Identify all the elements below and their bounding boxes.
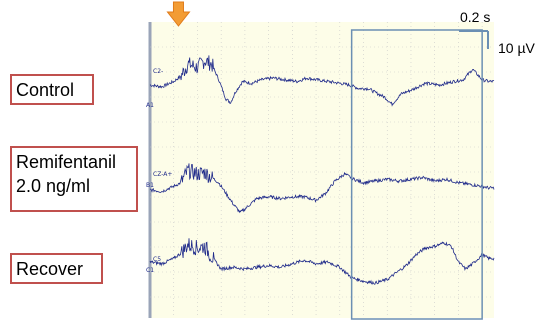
channel-tag: B1 (146, 182, 154, 189)
channel-tag: CZ-A+ (153, 171, 172, 178)
eeg-traces (149, 55, 495, 285)
scale-bar (459, 30, 489, 49)
channel-tags: C2- A1 CZ-A+ B1 C5 C1 (146, 68, 172, 274)
channel-tag: C2- (153, 68, 163, 75)
channel-tag: A1 (146, 102, 154, 109)
scale-amplitude-label: 10 µV (498, 40, 535, 56)
label-recover-text: Recover (16, 259, 84, 279)
eeg-trace-2 (149, 163, 495, 214)
label-remifentanil-text: Remifentanil (16, 152, 117, 172)
stimulus-arrow-shape (166, 1, 191, 27)
stimulus-arrow-icon (166, 1, 191, 27)
label-recover: Recover (10, 253, 103, 284)
label-control-text: Control (16, 80, 75, 100)
scale-time-label: 0.2 s (460, 9, 491, 25)
label-control: Control (10, 74, 94, 105)
eeg-trace-1 (149, 55, 495, 107)
label-remifentanil-dose: 2.0 ng/ml (16, 176, 91, 197)
label-remifentanil: Remifentanil 2.0 ng/ml (10, 146, 138, 212)
channel-tag: C5 (153, 256, 161, 263)
channel-tag: C1 (146, 267, 154, 274)
eeg-trace-3 (149, 238, 495, 285)
highlight-window (350, 29, 483, 320)
